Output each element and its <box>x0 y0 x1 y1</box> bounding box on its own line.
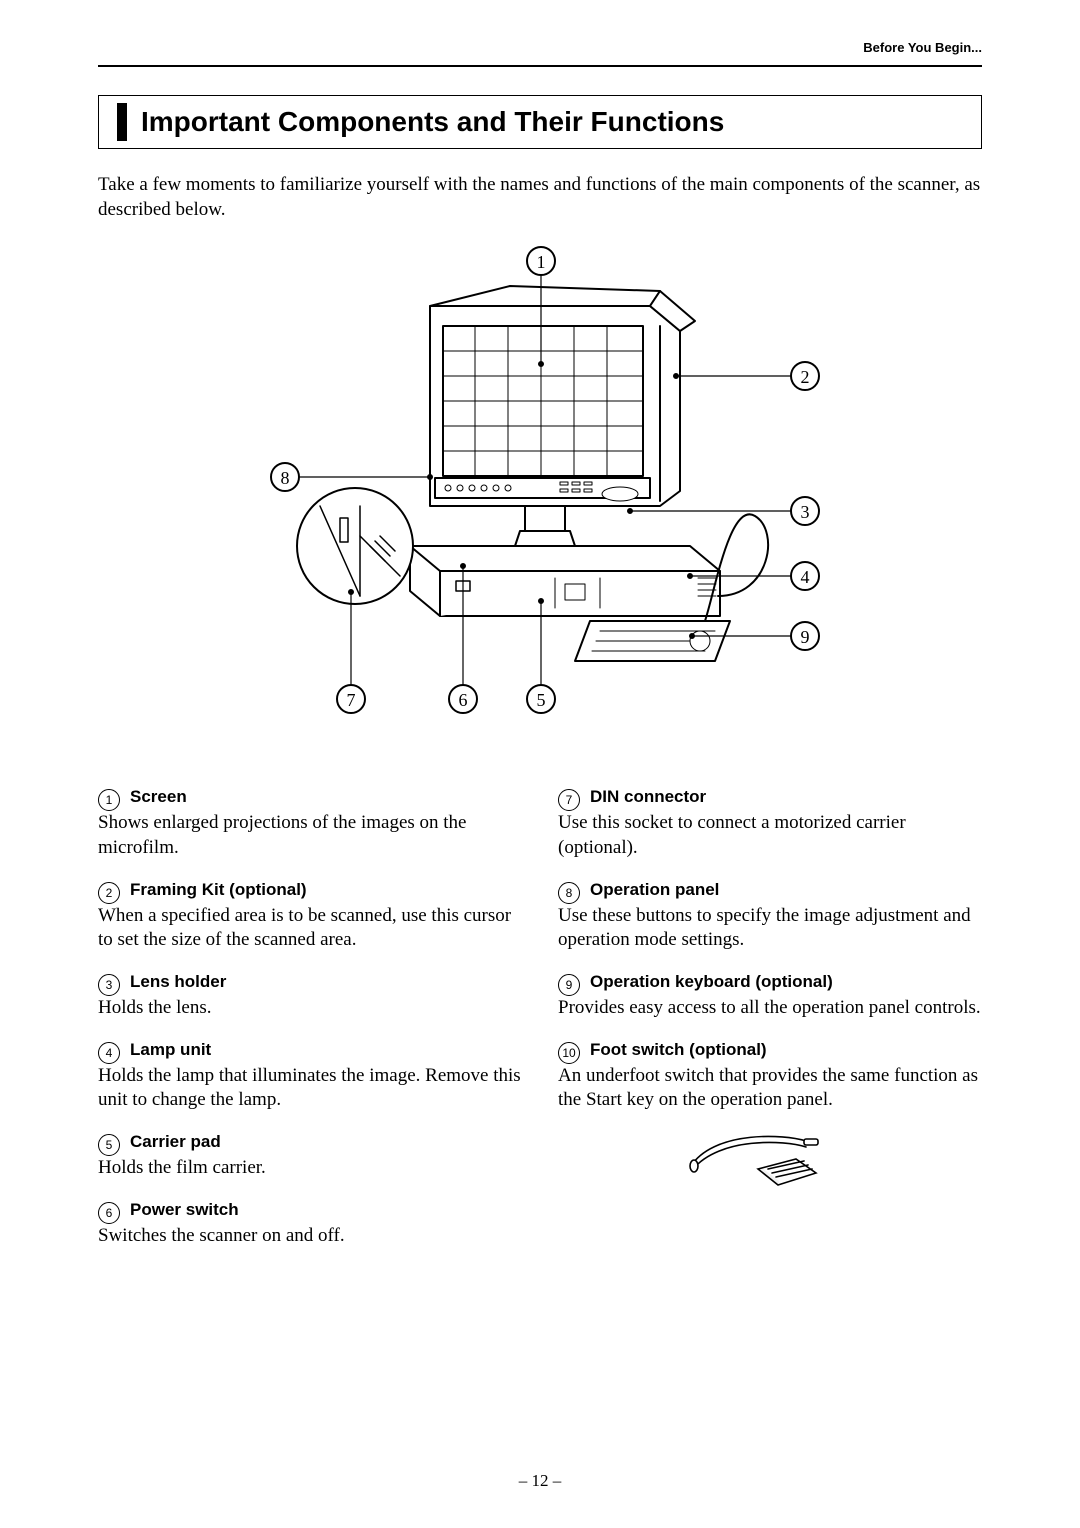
item-title: DIN connector <box>590 786 706 808</box>
section-title-box: Important Components and Their Functions <box>98 95 982 149</box>
item-body: Use this socket to connect a motorized c… <box>558 811 982 860</box>
item-title: Lens holder <box>130 971 226 993</box>
item-body: Holds the lamp that illuminates the imag… <box>98 1064 522 1113</box>
component-item: 2 Framing Kit (optional) When a specified … <box>98 879 522 953</box>
item-body: Shows enlarged projections of the images… <box>98 811 522 860</box>
component-item: 7 DIN connector Use this socket to connect… <box>558 786 982 860</box>
component-item: 5 Carrier pad Holds the film carrier. <box>98 1131 522 1181</box>
page-number: – 12 – <box>0 1470 1080 1492</box>
component-item: 9 Operation keyboard (optional) Provides e… <box>558 971 982 1021</box>
item-title: Foot switch (optional) <box>590 1039 767 1061</box>
item-body: Provides easy access to all the operatio… <box>558 996 982 1021</box>
component-item: 6 Power switch Switches the scanner on and… <box>98 1199 522 1249</box>
item-number-icon: 4 <box>98 1042 120 1064</box>
item-number-icon: 9 <box>558 974 580 996</box>
title-bar <box>117 103 127 141</box>
component-item: 1 Screen Shows enlarged projections of the… <box>98 786 522 860</box>
component-descriptions: 1 Screen Shows enlarged projections of the… <box>98 786 982 1266</box>
item-title: Operation keyboard (optional) <box>590 971 833 993</box>
item-body: Use these buttons to specify the image a… <box>558 904 982 953</box>
intro-paragraph: Take a few moments to familiarize yourse… <box>98 173 982 222</box>
item-title: Lamp unit <box>130 1039 211 1061</box>
header-rule <box>98 65 982 67</box>
item-title: Operation panel <box>590 879 719 901</box>
item-body: An underfoot switch that provides the sa… <box>558 1064 982 1113</box>
right-column: 7 DIN connector Use this socket to connect… <box>558 786 982 1266</box>
component-diagram: 123495678 <box>260 246 820 726</box>
item-number-icon: 5 <box>98 1134 120 1156</box>
item-body: Holds the film carrier. <box>98 1156 522 1181</box>
section-title: Important Components and Their Functions <box>141 104 724 140</box>
item-title: Carrier pad <box>130 1131 221 1153</box>
item-number-icon: 1 <box>98 789 120 811</box>
component-item: 8 Operation panel Use these buttons to spe… <box>558 879 982 953</box>
foot-switch-icon <box>688 1131 838 1187</box>
component-item: 3 Lens holder Holds the lens. <box>98 971 522 1021</box>
item-body: When a specified area is to be scanned, … <box>98 904 522 953</box>
item-number-icon: 10 <box>558 1042 580 1064</box>
item-body: Switches the scanner on and off. <box>98 1224 522 1249</box>
item-number-icon: 8 <box>558 882 580 904</box>
item-number-icon: 7 <box>558 789 580 811</box>
item-title: Power switch <box>130 1199 239 1221</box>
component-item: 4 Lamp unit Holds the lamp that illuminate… <box>98 1039 522 1113</box>
item-number-icon: 6 <box>98 1202 120 1224</box>
item-title: Screen <box>130 786 187 808</box>
item-number-icon: 2 <box>98 882 120 904</box>
item-title: Framing Kit (optional) <box>130 879 307 901</box>
left-column: 1 Screen Shows enlarged projections of the… <box>98 786 522 1266</box>
item-number-icon: 3 <box>98 974 120 996</box>
item-body: Holds the lens. <box>98 996 522 1021</box>
running-head: Before You Begin... <box>98 40 982 57</box>
component-item: 10 Foot switch (optional) An underfoot swi… <box>558 1039 982 1113</box>
